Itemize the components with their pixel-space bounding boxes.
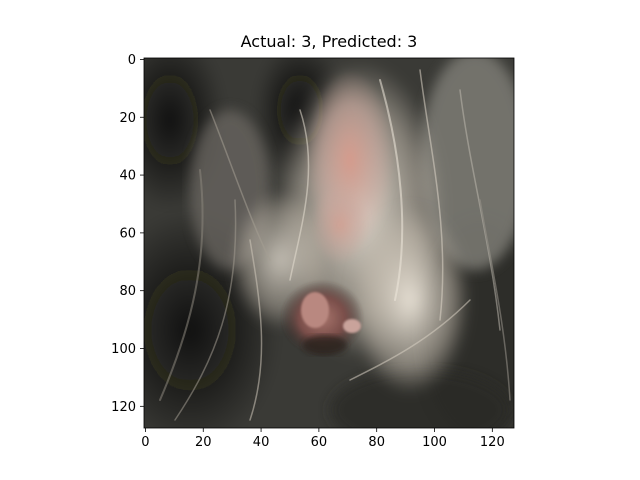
x-axis: 0 20 40 60 80 100 120 xyxy=(141,428,505,450)
y-tick-label: 0 xyxy=(128,53,136,68)
x-tick-label: 120 xyxy=(480,435,505,450)
photo-ear-closeup xyxy=(144,58,514,428)
plot-title: Actual: 3, Predicted: 3 xyxy=(240,32,418,51)
x-tick-label: 60 xyxy=(311,435,328,450)
x-tick-label: 20 xyxy=(195,435,212,450)
image-frame xyxy=(143,57,515,429)
x-tick-label: 100 xyxy=(422,435,447,450)
y-tick-label: 60 xyxy=(119,226,136,241)
y-axis: 0 20 40 60 80 100 120 xyxy=(111,53,144,415)
x-tick-label: 40 xyxy=(253,435,270,450)
y-tick-label: 20 xyxy=(119,111,136,126)
y-tick-label: 120 xyxy=(111,400,136,415)
x-tick-label: 80 xyxy=(368,435,385,450)
y-tick-label: 80 xyxy=(119,284,136,299)
y-tick-label: 40 xyxy=(119,169,136,184)
y-tick-label: 100 xyxy=(111,342,136,357)
x-tick-label: 0 xyxy=(141,435,149,450)
